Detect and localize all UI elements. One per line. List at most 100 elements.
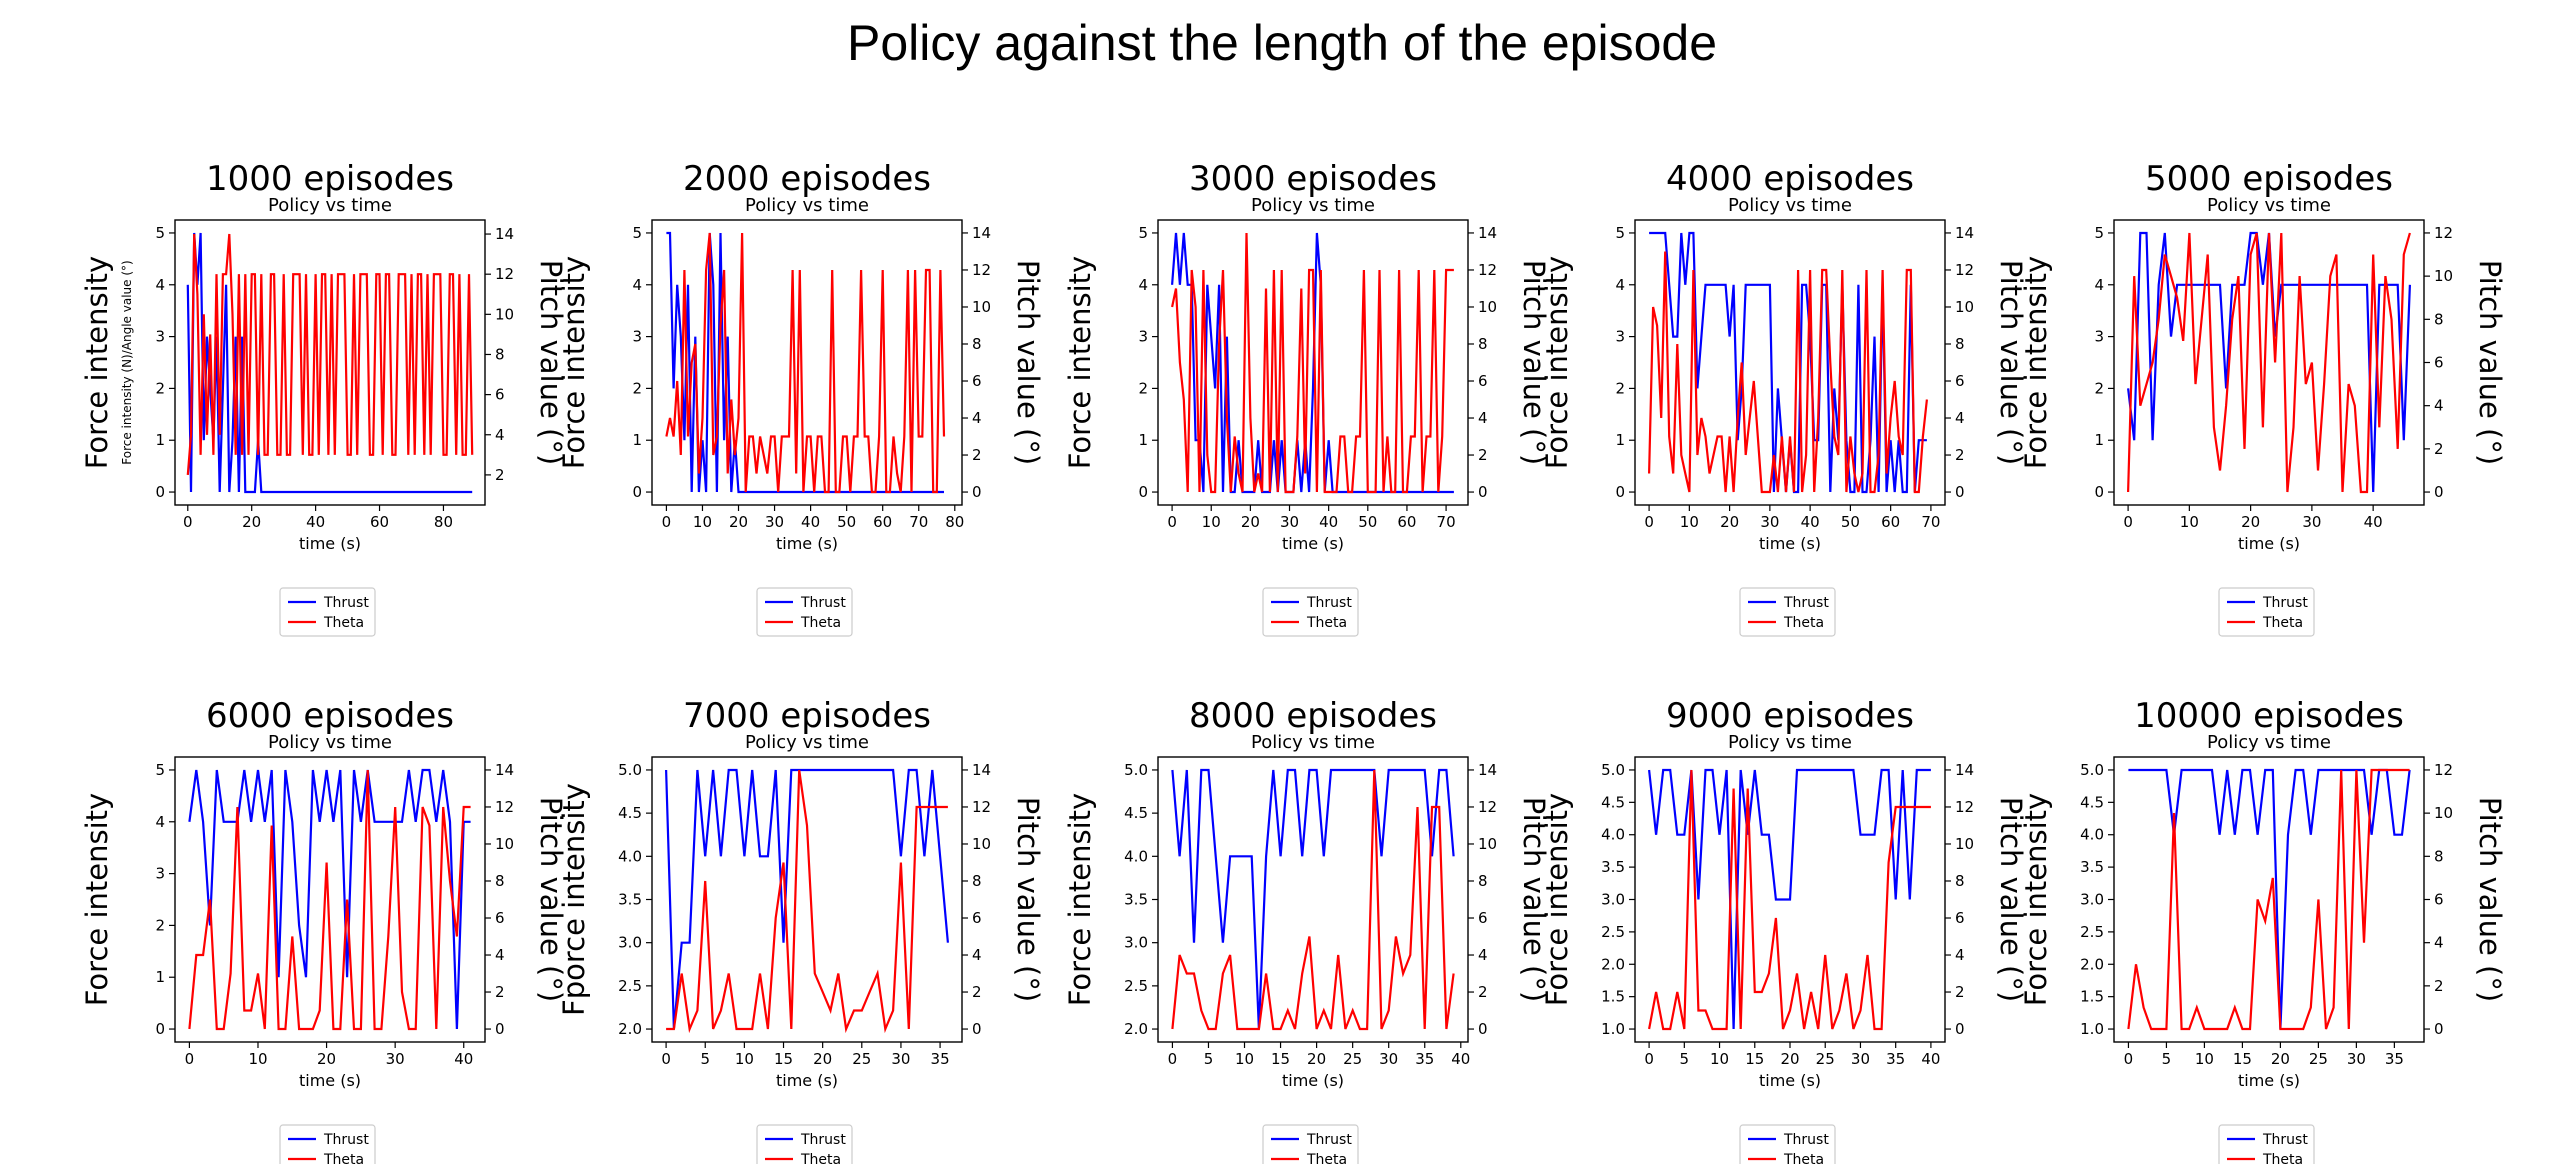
y2-tick-label: 2	[1955, 983, 1965, 1001]
y-tick-label: 1.0	[2080, 1020, 2104, 1038]
y2-tick-label: 10	[495, 305, 514, 323]
y-tick-label: 5	[2094, 224, 2104, 242]
x-axis-label: time (s)	[1759, 534, 1821, 553]
y2-tick-label: 6	[495, 386, 505, 404]
x-tick-label: 30	[1379, 1050, 1398, 1068]
y2-tick-label: 6	[1955, 909, 1965, 927]
legend-box	[1739, 1124, 1836, 1164]
y-tick-label: 3.5	[1601, 858, 1625, 876]
y-tick-label: 5	[155, 761, 165, 779]
y2-tick-label: 4	[2434, 934, 2444, 952]
x-tick-label: 40	[1801, 513, 1820, 531]
x-tick-label: 20	[1307, 1050, 1326, 1068]
theta-line	[188, 769, 471, 1031]
y-tick-label: 5	[1615, 224, 1625, 242]
x-tick-label: 30	[765, 513, 784, 531]
subplot-heading: 7000 episodes	[683, 696, 931, 736]
x-tick-label: 0	[183, 513, 193, 531]
y-tick-label: 3.0	[1601, 891, 1625, 909]
legend-box	[756, 587, 853, 637]
theta-line	[665, 232, 946, 494]
y-tick-label: 1.5	[1601, 988, 1625, 1006]
legend-box	[1262, 1124, 1359, 1164]
x-axis-label: time (s)	[776, 534, 838, 553]
y2-tick-label: 2	[1478, 446, 1488, 464]
y2-tick-label: 8	[1955, 335, 1965, 353]
plot-frame	[174, 756, 486, 1043]
y2-axis-label: Pitch value (°)	[534, 260, 568, 465]
legend-label-theta: Theta	[1783, 1152, 1824, 1164]
y-tick-label: 3	[2094, 328, 2104, 346]
thrust-line	[1648, 768, 1931, 1030]
x-tick-label: 25	[1816, 1050, 1835, 1068]
y-tick-label: 5	[632, 224, 642, 242]
x-axis-label: time (s)	[299, 534, 361, 553]
y-tick-label: 2.5	[1601, 923, 1625, 941]
y2-tick-label: 0	[1955, 1020, 1965, 1038]
subplot-title: Policy vs time	[1728, 732, 1852, 753]
y-tick-label: 4	[155, 276, 165, 294]
y-tick-label: 3	[155, 328, 165, 346]
x-tick-label: 30	[1280, 513, 1299, 531]
y2-tick-label: 12	[972, 261, 991, 279]
x-tick-label: 0	[2124, 1050, 2134, 1068]
y2-tick-label: 10	[1478, 298, 1497, 316]
legend-label-thrust: Thrust	[1306, 1132, 1352, 1148]
x-tick-label: 10	[1202, 513, 1221, 531]
y-tick-label: 3.0	[2080, 891, 2104, 909]
y-tick-label: 4.5	[1601, 793, 1625, 811]
plot-area	[186, 232, 474, 494]
x-tick-label: 40	[2364, 513, 2383, 531]
y2-axis-label: Pitch value (°)	[1011, 797, 1045, 1002]
y2-tick-label: 12	[495, 798, 514, 816]
subplot-heading: 6000 episodes	[206, 696, 454, 736]
x-tick-label: 10	[1710, 1050, 1729, 1068]
y2-axis-label: Pitch value (°)	[1517, 797, 1551, 1002]
plot-area	[665, 231, 946, 494]
subplot-title: Policy vs time	[268, 732, 392, 753]
y2-axis-label: Pitch value (°)	[2473, 797, 2507, 1002]
y-tick-label: 0	[155, 483, 165, 501]
x-tick-label: 0	[1168, 1050, 1178, 1068]
x-tick-label: 5	[1204, 1050, 1214, 1068]
x-tick-label: 50	[1841, 513, 1860, 531]
y-tick-label: 4	[632, 276, 642, 294]
y-tick-label: 0	[2094, 483, 2104, 501]
legend-label-thrust: Thrust	[323, 595, 369, 611]
x-tick-label: 40	[801, 513, 820, 531]
legend-box	[1262, 587, 1359, 637]
y2-tick-label: 14	[1955, 761, 1974, 779]
plot-frame	[651, 219, 963, 506]
y2-axis-label: Pitch value (°)	[1994, 260, 2028, 465]
theta-line	[1648, 251, 1928, 494]
x-tick-label: 60	[370, 513, 389, 531]
x-tick-label: 30	[891, 1050, 910, 1068]
y2-tick-label: 2	[972, 446, 982, 464]
y-axis-label: Force intensity	[80, 793, 114, 1006]
y-tick-label: 1	[1138, 431, 1148, 449]
x-tick-label: 10	[693, 513, 712, 531]
y-tick-label: 4	[1615, 276, 1625, 294]
theta-line	[1171, 232, 1454, 494]
y2-tick-label: 8	[1478, 872, 1488, 890]
x-tick-label: 30	[1760, 513, 1779, 531]
x-tick-label: 0	[1167, 513, 1177, 531]
y2-tick-label: 12	[1478, 798, 1497, 816]
y-tick-label: 2.0	[1124, 1020, 1148, 1038]
y2-tick-label: 0	[972, 483, 982, 501]
y-tick-label: 4	[1138, 276, 1148, 294]
legend-box	[756, 1124, 853, 1164]
y-tick-label: 3.5	[2080, 858, 2104, 876]
y-tick-label: 4.0	[1124, 847, 1148, 865]
x-axis-label: time (s)	[1282, 534, 1344, 553]
subplot-title: Policy vs time	[1251, 732, 1375, 753]
y2-axis-label: Pitch value (°)	[1517, 260, 1551, 465]
y2-tick-label: 2	[495, 466, 505, 484]
y2-tick-label: 6	[972, 372, 982, 390]
y2-tick-label: 12	[972, 798, 991, 816]
x-tick-label: 20	[1720, 513, 1739, 531]
legend-label-theta: Theta	[1783, 615, 1824, 631]
legend-label-theta: Theta	[323, 1152, 364, 1164]
